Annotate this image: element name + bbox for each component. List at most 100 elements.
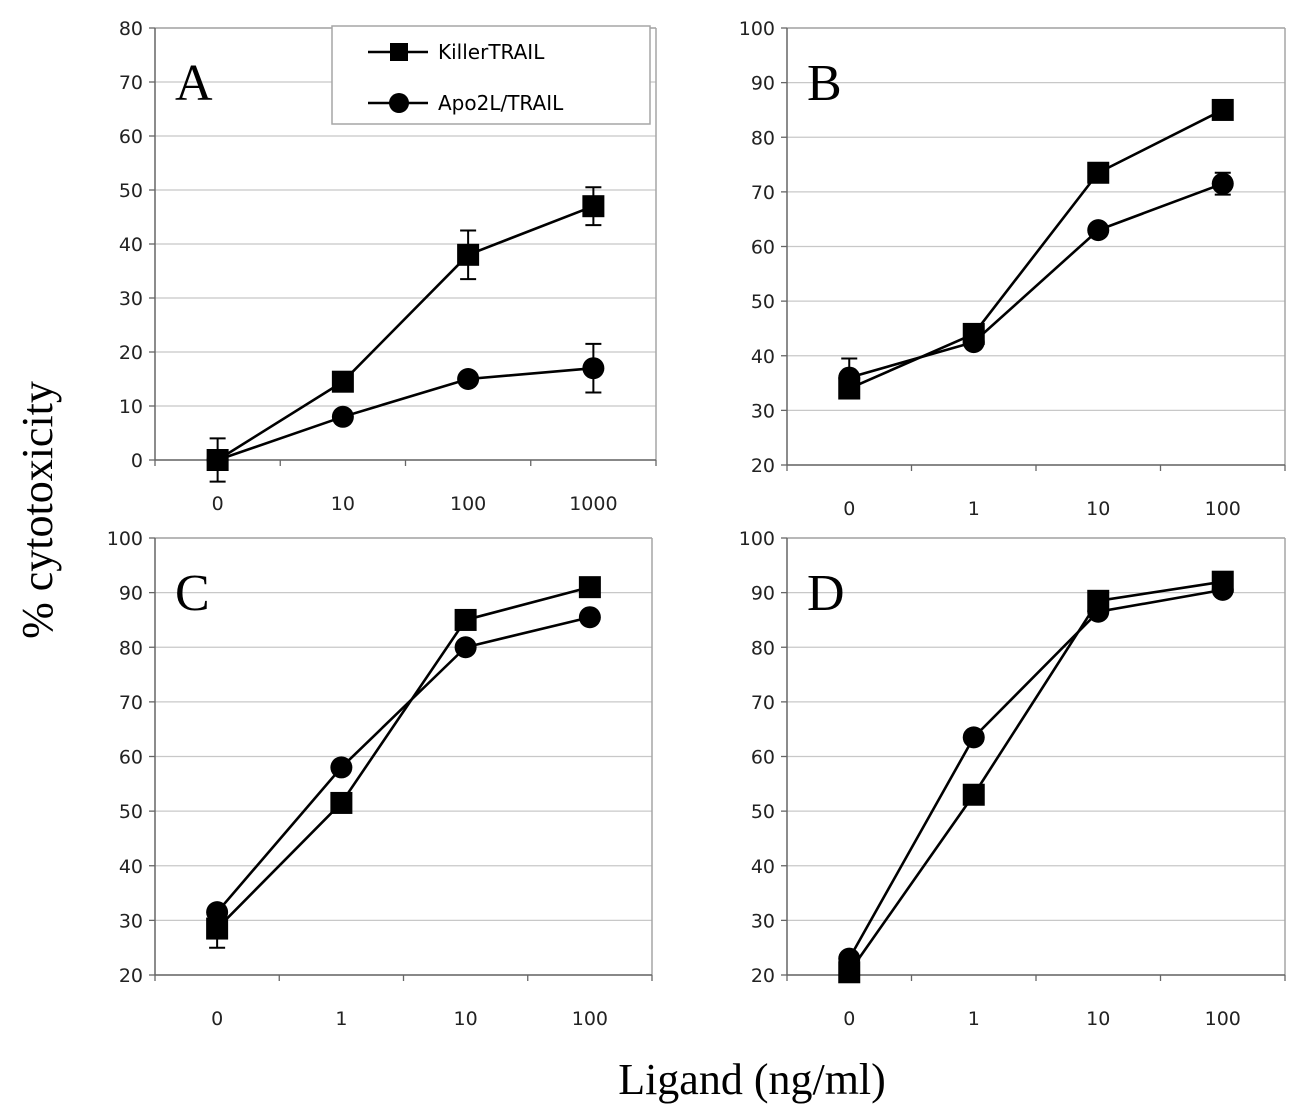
- legend: KillerTRAIL Apo2L/TRAIL: [331, 25, 651, 125]
- y-tick-label: 90: [751, 73, 775, 95]
- x-tick-label: 10: [1086, 498, 1110, 520]
- y-tick-label: 60: [119, 747, 143, 769]
- y-tick-label: 70: [751, 182, 775, 204]
- panel-label: C: [175, 565, 210, 622]
- data-point-circle: [578, 606, 601, 629]
- y-tick-label: 100: [739, 528, 775, 550]
- x-tick-label: 10: [1086, 1008, 1110, 1030]
- series-line: [848, 108, 1224, 390]
- y-tick-label: 90: [119, 583, 143, 605]
- x-tick-label: 0: [212, 493, 224, 515]
- data-point-square: [578, 576, 601, 599]
- x-tick-label: 1: [968, 498, 980, 520]
- data-point-square: [1211, 98, 1234, 121]
- data-point-square: [457, 243, 480, 266]
- x-tick-label: 100: [1205, 1008, 1241, 1030]
- data-point-circle: [1087, 600, 1110, 623]
- data-point-square: [454, 608, 477, 631]
- x-tick-label: 1: [968, 1008, 980, 1030]
- y-tick-label: 80: [751, 637, 775, 659]
- data-point-circle: [457, 368, 480, 390]
- x-tick-label: 100: [1205, 498, 1241, 520]
- data-point-square: [206, 917, 229, 940]
- y-tick-label: 80: [751, 127, 775, 149]
- y-tick-label: 60: [119, 126, 143, 148]
- data-point-circle: [206, 901, 229, 924]
- y-tick-label: 30: [119, 288, 143, 310]
- panel-label: B: [807, 55, 842, 112]
- legend-circle-marker: [389, 93, 409, 113]
- data-point-circle: [1211, 578, 1234, 601]
- series-killertrail: [206, 186, 605, 483]
- y-tick-label: 100: [739, 18, 775, 40]
- data-point-circle: [962, 331, 985, 354]
- y-tick-label: 70: [751, 692, 775, 714]
- data-point-square: [330, 791, 353, 814]
- y-tick-label: 20: [751, 965, 775, 987]
- y-tick-label: 20: [119, 342, 143, 364]
- series-line: [216, 585, 591, 930]
- data-point-circle: [331, 405, 354, 428]
- x-tick-label: 100: [450, 493, 486, 515]
- panel-c: 20 30 40 50 60 70 80 90 100 0 1 10 100 C: [107, 528, 653, 1030]
- x-tick-label: 0: [211, 1008, 223, 1030]
- data-point-circle: [454, 636, 477, 659]
- series-apo2l-trail: [838, 171, 1234, 398]
- legend-label-killertrail: KillerTRAIL: [438, 40, 545, 64]
- y-tick-label: 20: [751, 455, 775, 477]
- x-tick-label: 0: [843, 498, 855, 520]
- y-tick-label: 40: [751, 346, 775, 368]
- y-tick-label: 80: [119, 18, 143, 40]
- y-tick-label: 0: [131, 450, 143, 472]
- panel-label: D: [807, 565, 845, 622]
- x-tick-label: 1: [335, 1008, 347, 1030]
- y-tick-label: 80: [119, 637, 143, 659]
- panel-label: A: [175, 55, 213, 112]
- x-tick-label: 0: [843, 1008, 855, 1030]
- series-killertrail: [206, 576, 601, 949]
- y-tick-label: 70: [119, 692, 143, 714]
- data-point-circle: [1087, 219, 1110, 242]
- y-tick-label: 50: [751, 801, 775, 823]
- y-axis-title: % cytotoxicity: [13, 381, 62, 639]
- y-tick-label: 40: [119, 234, 143, 256]
- panel-d: 20 30 40 50 60 70 80 90 100 0 1 10 100 D: [739, 528, 1286, 1030]
- series-line: [848, 580, 1223, 974]
- y-tick-label: 50: [751, 291, 775, 313]
- y-tick-label: 90: [751, 583, 775, 605]
- legend-label-apo2l-trail: Apo2L/TRAIL: [438, 91, 564, 115]
- data-point-circle: [962, 726, 985, 749]
- series-apo2l-trail: [838, 578, 1234, 970]
- y-tick-label: 50: [119, 801, 143, 823]
- x-tick-label: 10: [454, 1008, 478, 1030]
- y-tick-label: 70: [119, 72, 143, 94]
- x-axis-title: Ligand (ng/ml): [618, 1055, 886, 1104]
- x-tick-label: 10: [331, 493, 355, 515]
- y-tick-label: 30: [751, 910, 775, 932]
- data-point-square: [331, 370, 354, 393]
- y-tick-label: 60: [751, 237, 775, 259]
- series-apo2l-trail: [206, 342, 605, 471]
- x-tick-label: 100: [572, 1008, 608, 1030]
- data-point-circle: [206, 449, 229, 471]
- data-point-square: [1087, 161, 1110, 184]
- legend-entry-killertrail: KillerTRAIL: [368, 40, 545, 64]
- data-point-circle: [838, 366, 861, 389]
- data-point-square: [962, 783, 985, 806]
- y-tick-label: 30: [119, 910, 143, 932]
- data-point-circle: [330, 756, 353, 779]
- series-line: [848, 182, 1224, 379]
- series-line: [848, 588, 1223, 960]
- series-killertrail: [838, 98, 1234, 400]
- legend-square-marker: [390, 43, 408, 61]
- y-tick-label: 40: [751, 856, 775, 878]
- legend-box: [331, 25, 651, 125]
- y-tick-label: 60: [751, 747, 775, 769]
- legend-entry-apo2l-trail: Apo2L/TRAIL: [368, 91, 564, 115]
- y-tick-label: 30: [751, 400, 775, 422]
- series-apo2l-trail: [206, 606, 601, 924]
- y-tick-label: 40: [119, 856, 143, 878]
- y-tick-label: 100: [107, 528, 143, 550]
